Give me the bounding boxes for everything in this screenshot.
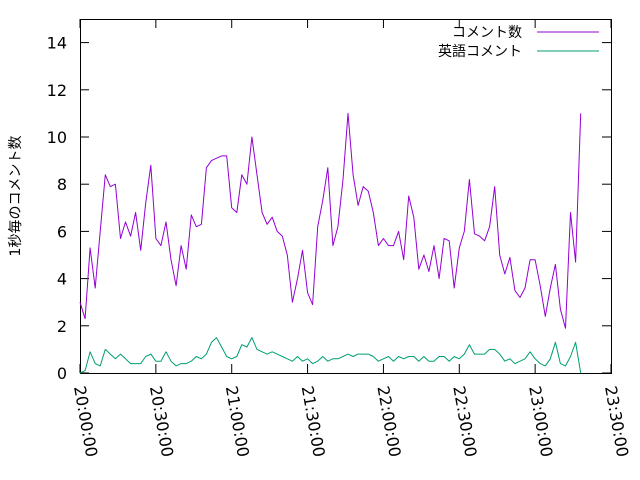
x-tick-label: 20:30:00 bbox=[146, 384, 177, 458]
y-tick-label: 8 bbox=[57, 175, 67, 194]
x-tick-label: 21:00:00 bbox=[222, 384, 253, 458]
y-tick-label: 12 bbox=[47, 81, 67, 100]
x-tick-label: 20:00:00 bbox=[70, 384, 101, 458]
series-lines bbox=[79, 112, 582, 374]
y-tick-label: 4 bbox=[57, 270, 67, 289]
y-tick-label: 0 bbox=[57, 364, 67, 383]
plot-frame bbox=[80, 19, 612, 374]
series-line-1 bbox=[79, 337, 582, 374]
y-axis-label: 1秒毎のコメント数 bbox=[8, 136, 24, 257]
y-tick-label: 10 bbox=[47, 128, 67, 147]
legend-label: 英語コメント bbox=[438, 43, 522, 60]
x-tick-label: 22:30:00 bbox=[449, 384, 480, 458]
y-tick-label: 2 bbox=[57, 317, 67, 336]
y-axis: 0 2 4 6 8 10 12 14 bbox=[47, 34, 611, 383]
x-axis: 20:00:00 20:30:00 21:00:00 21:30:00 22:00:00… bbox=[70, 19, 632, 458]
x-tick-label: 23:30:00 bbox=[601, 384, 632, 458]
legend-label: コメント数 bbox=[452, 25, 522, 41]
x-tick-label: 23:00:00 bbox=[525, 384, 556, 458]
y-tick-label: 6 bbox=[57, 222, 67, 241]
x-tick-label: 22:00:00 bbox=[373, 384, 404, 458]
series-line-0 bbox=[79, 112, 582, 329]
y-tick-label: 14 bbox=[47, 34, 67, 53]
x-tick-label: 21:30:00 bbox=[298, 384, 329, 458]
